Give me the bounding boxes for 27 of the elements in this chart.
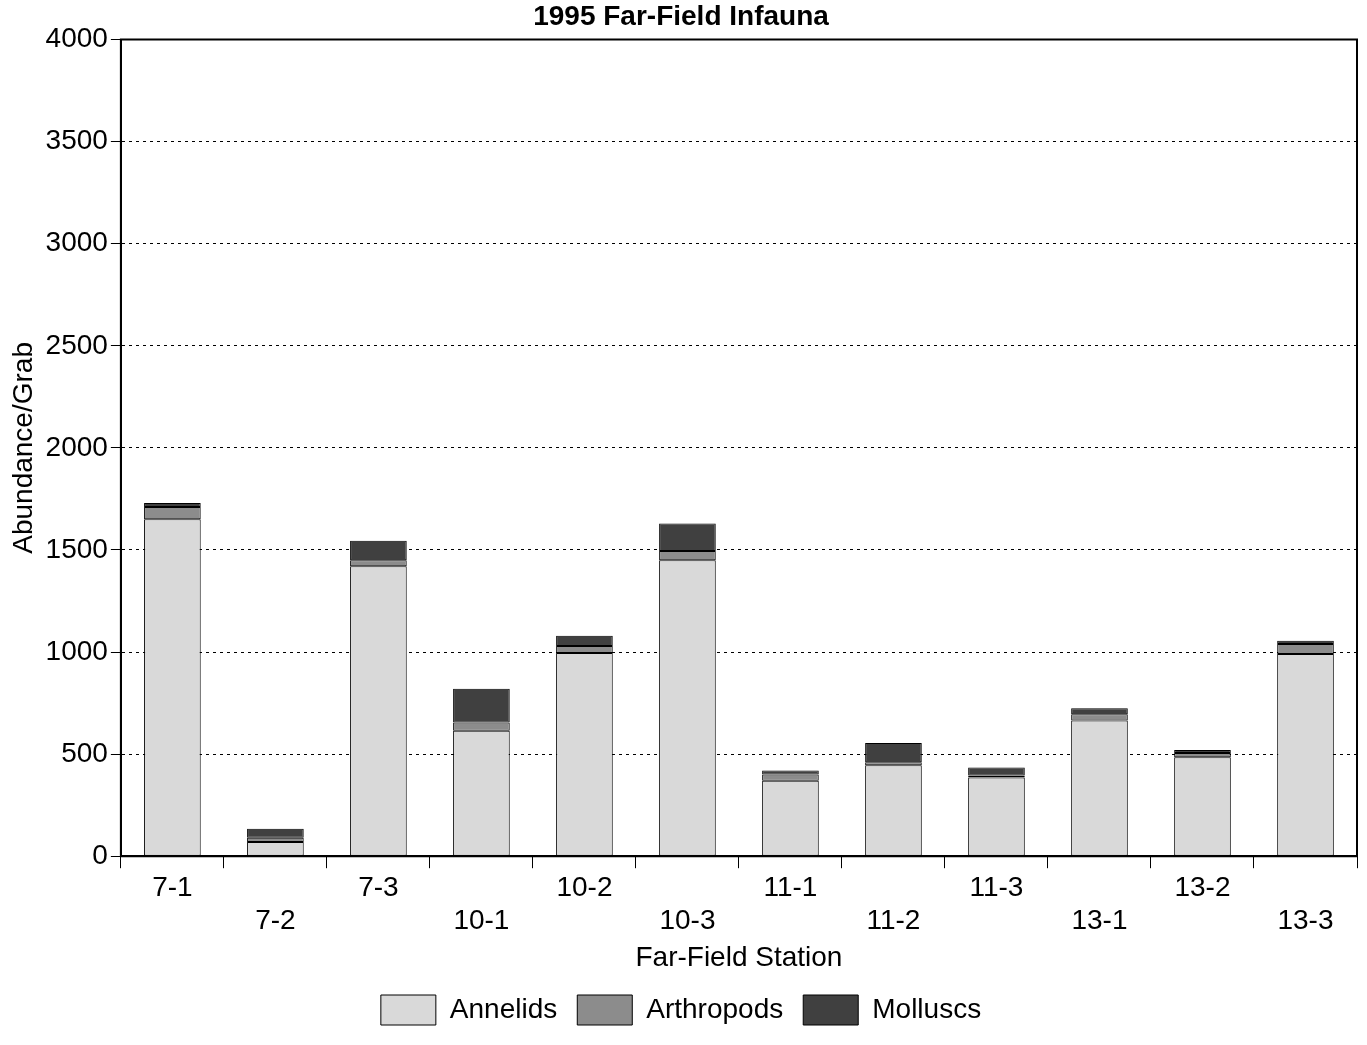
legend-label: Annelids [449, 992, 558, 1024]
y-tick-label: 2000 [45, 430, 108, 462]
x-tick-label: 13-3 [1277, 904, 1334, 936]
x-tick-label: 7-2 [255, 904, 296, 936]
x-axis-title: Far-Field Station [635, 940, 843, 972]
x-tick-label: 13-2 [1174, 870, 1231, 902]
x-tick-label: 7-1 [152, 870, 193, 902]
x-tick-label: 10-2 [556, 870, 613, 902]
y-tick-label: 500 [61, 736, 108, 768]
x-tick-label: 10-3 [659, 904, 716, 936]
x-tick-label: 13-1 [1071, 904, 1128, 936]
y-tick-label: 1500 [45, 532, 108, 564]
legend-label: Molluscs [872, 992, 982, 1024]
y-tick-label: 4000 [45, 22, 108, 54]
y-axis-title: Abundance/Grab [6, 342, 38, 554]
legend-label: Arthropods [646, 992, 784, 1024]
y-tick-label: 1000 [45, 634, 108, 666]
x-tick-label: 11-3 [969, 870, 1024, 902]
y-tick-label: 3500 [45, 124, 108, 156]
x-tick-label: 10-1 [453, 904, 510, 936]
chart-title: 1995 Far-Field Infauna [533, 0, 830, 31]
x-tick-label: 11-1 [763, 870, 818, 902]
y-tick-label: 2500 [45, 328, 108, 360]
x-tick-label: 11-2 [866, 904, 921, 936]
y-tick-label: 3000 [45, 226, 108, 258]
x-tick-label: 7-3 [358, 870, 399, 902]
y-tick-label: 0 [92, 838, 108, 870]
